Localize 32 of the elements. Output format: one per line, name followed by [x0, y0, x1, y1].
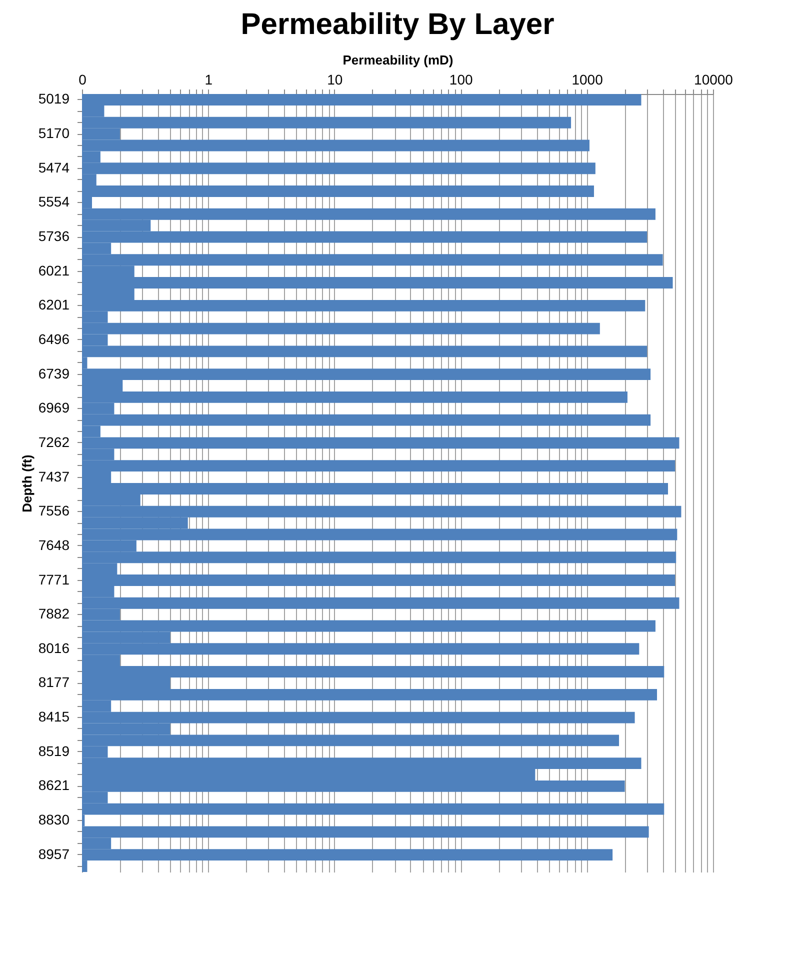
x-axis-title: Permeability (mD): [342, 52, 454, 68]
y-axis-title: Depth (ft): [19, 454, 34, 512]
y-tick-label: 7648: [38, 536, 70, 553]
y-tick-label: 8957: [38, 846, 70, 862]
y-tick-label: 8830: [38, 812, 70, 828]
y-tick-label: 8415: [38, 708, 70, 725]
x-tick-label: 10: [327, 72, 343, 88]
y-tick-label: 6969: [38, 400, 70, 416]
chart-title: Permeability By Layer: [240, 8, 555, 41]
y-tick-label: 5170: [38, 125, 70, 142]
y-tick-label: 7556: [38, 502, 70, 519]
y-tick-label: 5554: [38, 194, 70, 210]
y-tick-label: 6201: [38, 296, 70, 313]
y-tick-label: 7771: [38, 571, 70, 588]
x-tick-label: 100: [449, 72, 473, 88]
x-tick-label: 10000: [694, 72, 734, 88]
y-tick-label: 8519: [38, 742, 70, 759]
y-tick-label: 7882: [38, 606, 70, 622]
y-tick-label: 5019: [38, 90, 70, 107]
x-tick-label: 1000: [572, 72, 604, 88]
y-tick-label: 8177: [38, 674, 70, 690]
y-tick-label: 8621: [38, 777, 70, 794]
x-tick-label: 0: [78, 72, 87, 88]
y-tick-label: 5474: [38, 159, 70, 176]
y-tick-label: 6021: [38, 262, 70, 278]
y-tick-label: 8016: [38, 640, 70, 656]
y-tick-label: 6739: [38, 365, 70, 382]
x-tick-label: 1: [204, 72, 213, 88]
y-tick-label: 6496: [38, 330, 70, 347]
y-tick-label: 7262: [38, 434, 70, 450]
y-tick-label: 5736: [38, 228, 70, 244]
y-tick-label: 7437: [38, 468, 70, 484]
